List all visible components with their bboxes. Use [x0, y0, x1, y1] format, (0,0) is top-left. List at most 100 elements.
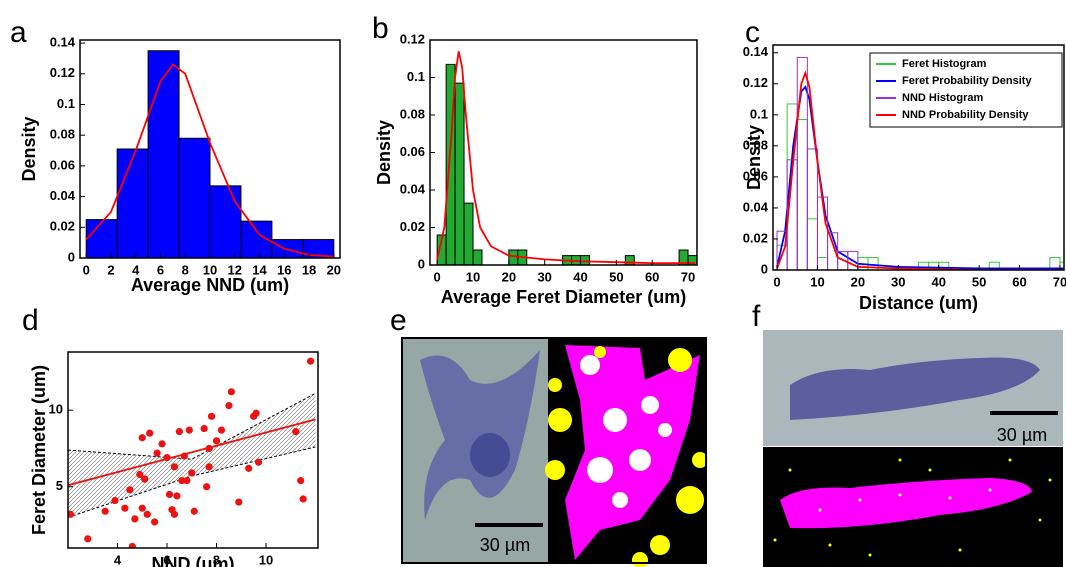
scatter-point — [252, 409, 260, 417]
scatter-point — [217, 426, 226, 434]
scatter-point — [151, 518, 159, 526]
axes: 0 10 20 30 40 50 60 70 0 0.02 0.04 0.06 0.08 0.1 0.12 A… — [374, 31, 698, 307]
histogram-bar — [816, 257, 829, 270]
x-axis-label: Average NND (um) — [131, 275, 289, 295]
scatter-point — [68, 510, 75, 518]
plot-area — [776, 56, 1064, 270]
scatter-point — [131, 515, 139, 523]
panel-label: c — [745, 16, 760, 49]
y-tick-label: 0.02 — [400, 219, 425, 234]
panel-label: e — [390, 304, 407, 337]
scatter-point — [183, 477, 191, 485]
histogram-bar — [624, 255, 635, 265]
x-tick-label: 4 — [132, 262, 140, 277]
x-tick-label: 6 — [157, 262, 164, 277]
scatter-point — [254, 458, 263, 466]
x-axis-label: Average Feret Diameter (um) — [441, 287, 686, 307]
histogram-bar — [85, 219, 118, 258]
x-tick-label: 50 — [609, 269, 623, 284]
scatter-point — [297, 477, 305, 485]
y-axis-label: Density — [744, 125, 764, 190]
panel-label: b — [372, 12, 389, 45]
scatter-point — [306, 357, 315, 365]
x-tick-label: 40 — [931, 274, 945, 289]
x-tick-label: 8 — [182, 262, 189, 277]
scatter-point — [185, 426, 193, 434]
y-tick-label: 0.02 — [743, 230, 768, 245]
scatter-point — [173, 492, 181, 500]
scatter-point — [146, 429, 154, 437]
y-axis-label: Feret Diameter (um) — [29, 365, 49, 535]
x-tick-label: 70 — [1053, 274, 1066, 289]
x-tick-label: 60 — [1012, 274, 1026, 289]
scatter-point — [203, 483, 211, 491]
histogram-bar — [147, 50, 180, 258]
density-curve — [85, 63, 334, 258]
histogram-bar — [302, 239, 335, 258]
legend-label: Feret Probability Density — [902, 75, 1032, 87]
legend-label: NND Probability Density — [902, 109, 1029, 121]
scatter-point — [205, 444, 213, 453]
plot-area — [85, 50, 335, 258]
y-tick-label: 0.04 — [743, 199, 769, 214]
x-tick-label: 10 — [466, 269, 480, 284]
legend: Feret Histogram Feret Probability Density… — [869, 52, 1063, 128]
x-tick-label: 70 — [681, 269, 695, 284]
y-tick-label: 0.14 — [50, 35, 76, 50]
density-curve — [436, 51, 696, 265]
x-tick-label: 40 — [573, 269, 587, 284]
histogram-bar — [463, 202, 474, 265]
axes: 0 2 4 6 8 10 12 14 16 18 20 0 0.02 0.04 0.06 0.08 0.1 0.1… — [19, 35, 341, 295]
scale-bar-label: 30 µm — [480, 535, 530, 555]
scatter-point — [163, 454, 171, 462]
scatter-point — [111, 496, 119, 505]
x-tick-label: 30 — [537, 269, 551, 284]
x-tick-label: 10 — [203, 262, 217, 277]
y-tick-label: 0.02 — [50, 219, 75, 234]
histogram-bar — [796, 118, 808, 270]
legend-label: NND Histogram — [902, 92, 984, 104]
plot-frame — [772, 44, 1065, 271]
y-tick-label: 0 — [418, 256, 425, 271]
scatter-point — [138, 434, 146, 442]
x-tick-label: 10 — [810, 274, 824, 289]
histogram-bar — [806, 148, 818, 270]
x-tick-label: 0 — [773, 274, 780, 289]
x-tick-label: 6 — [163, 552, 170, 567]
y-tick-label: 10 — [49, 402, 63, 417]
scatter-point — [170, 510, 179, 518]
x-tick-label: 20 — [502, 269, 516, 284]
panel-label: d — [22, 304, 39, 337]
histogram-bar — [472, 249, 483, 265]
histogram-bar — [988, 261, 1000, 270]
y-tick-label: 0.06 — [50, 157, 75, 172]
histogram-bar — [806, 218, 818, 270]
y-tick-label: 0.1 — [407, 69, 425, 84]
band-upper — [68, 392, 316, 460]
y-tick-label: 0.1 — [57, 96, 75, 111]
scatter-point — [101, 507, 109, 515]
legend-label: Feret Histogram — [902, 58, 987, 70]
x-tick-label: 16 — [277, 262, 291, 277]
histogram-bar — [508, 249, 519, 265]
scatter-point — [212, 437, 221, 445]
scale-bar-label: 30 µm — [997, 425, 1047, 445]
x-tick-label: 4 — [114, 552, 122, 567]
x-tick-label: 18 — [302, 262, 316, 277]
histogram-bar — [454, 82, 465, 265]
x-tick-label: 30 — [891, 274, 905, 289]
scatter-point — [153, 449, 161, 457]
y-tick-label: 0.06 — [400, 144, 425, 159]
x-tick-label: 8 — [213, 552, 220, 567]
y-tick-label: 0.1 — [750, 106, 768, 121]
y-tick-label: 0.06 — [743, 168, 768, 183]
y-tick-label: 0.14 — [743, 44, 769, 59]
y-tick-label: 5 — [56, 478, 63, 493]
x-tick-label: 14 — [252, 262, 267, 277]
scatter-point — [138, 504, 146, 512]
scatter-point — [165, 490, 174, 499]
plot-frame — [429, 39, 698, 266]
histogram-bar — [816, 196, 829, 270]
legend-box — [869, 52, 1063, 128]
histogram-bar — [580, 255, 590, 265]
